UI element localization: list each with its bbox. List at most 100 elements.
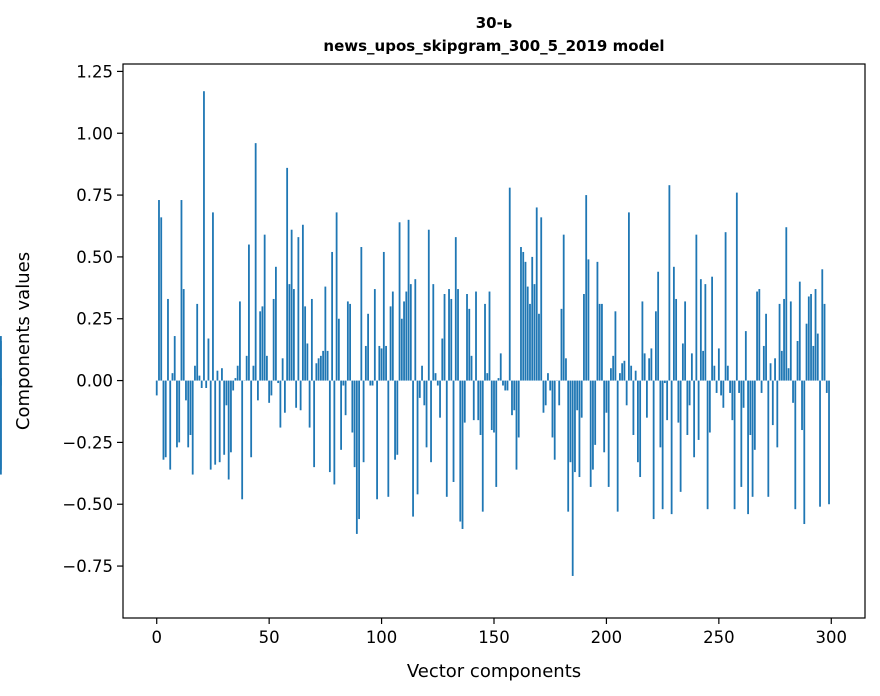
bar-18 (196, 303, 199, 381)
bar-1 (158, 200, 160, 381)
bar-135 (459, 380, 462, 522)
bar-128 (443, 294, 446, 381)
bar-265 (751, 380, 754, 497)
bar-142 (475, 291, 477, 381)
bar-195 (594, 380, 597, 445)
bar-221 (652, 380, 655, 520)
x-tick-label: 250 (703, 628, 735, 647)
bar-112 (407, 219, 410, 381)
bar-114 (412, 380, 414, 517)
bar-245 (706, 380, 709, 510)
bar-31 (225, 380, 228, 406)
bar-41 (248, 244, 250, 381)
bar-123 (432, 284, 435, 381)
bar-60 (290, 229, 293, 381)
bar-77 (328, 380, 331, 473)
bar-219 (648, 358, 651, 381)
bar-191 (585, 195, 588, 381)
bar-160 (515, 380, 518, 470)
bar-32 (227, 380, 230, 480)
bar-53 (275, 266, 277, 381)
bar-57 (283, 380, 286, 413)
bar-119 (423, 380, 426, 406)
bar-164 (524, 261, 527, 381)
bar-210 (628, 212, 630, 381)
bar-81 (337, 318, 340, 381)
x-tick-label: 0 (151, 628, 162, 647)
bar-75 (324, 286, 327, 381)
bar-74 (322, 350, 325, 381)
bar-251 (720, 380, 722, 396)
bar-170 (538, 313, 540, 381)
bar-186 (574, 380, 576, 473)
x-tick-label: 50 (259, 628, 280, 647)
bar-49 (266, 355, 268, 381)
bar-205 (616, 380, 619, 512)
bar-26 (214, 380, 217, 465)
bar-33 (230, 380, 232, 453)
bar-93 (364, 345, 367, 381)
bar-68 (308, 380, 311, 428)
bar-88 (353, 380, 356, 468)
bar-250 (717, 348, 720, 381)
bar-94 (367, 313, 369, 381)
bar-83 (342, 380, 345, 386)
bar-158 (511, 380, 513, 416)
bar-56 (281, 358, 284, 381)
bar-78 (331, 251, 334, 381)
bar-224 (659, 380, 662, 448)
x-tick-label: 200 (591, 628, 623, 647)
bar-283 (792, 380, 794, 403)
bar-72 (317, 358, 320, 381)
bar-290 (807, 296, 810, 381)
bar-9 (176, 380, 178, 448)
bar-36 (236, 365, 239, 381)
bar-222 (654, 311, 657, 381)
bar-193 (589, 380, 592, 487)
bar-299 (828, 380, 830, 505)
bar-0 (155, 380, 158, 396)
bar-82 (340, 380, 342, 450)
bar-59 (288, 284, 291, 381)
bar-254 (726, 365, 729, 381)
bar-261 (742, 380, 745, 408)
bar-8 (173, 336, 176, 381)
bar-120 (425, 380, 428, 448)
bar-287 (801, 380, 803, 431)
bar-196 (596, 261, 599, 381)
bar-139 (468, 308, 471, 381)
bar-23 (207, 338, 210, 381)
bar-165 (526, 286, 529, 381)
bar-174 (547, 373, 549, 381)
bar-242 (699, 279, 702, 381)
bar-86 (349, 303, 351, 381)
bar-116 (416, 380, 419, 495)
y-tick-label: 1.00 (76, 124, 113, 143)
plot-frame (122, 63, 866, 619)
bar-7 (171, 373, 174, 381)
bar-45 (257, 380, 259, 401)
bar-152 (497, 378, 500, 381)
bar-204 (614, 311, 617, 381)
bar-16 (191, 380, 194, 475)
bar-281 (787, 368, 790, 381)
bar-184 (569, 380, 572, 463)
bar-140 (470, 355, 473, 381)
bar-215 (639, 380, 642, 478)
bar-194 (592, 380, 594, 470)
bar-241 (697, 380, 700, 440)
bar-91 (360, 247, 363, 381)
bar-134 (457, 289, 459, 381)
bar-162 (520, 247, 522, 381)
bar-122 (430, 380, 432, 463)
bar-150 (493, 380, 495, 433)
bar-273 (769, 363, 772, 381)
bar-256 (731, 380, 734, 421)
bar-141 (472, 380, 475, 421)
bar-12 (182, 289, 185, 381)
bar-167 (531, 256, 534, 381)
bar-231 (675, 298, 678, 381)
bar-223 (657, 271, 660, 381)
bar-239 (693, 380, 696, 458)
x-tick-label: 300 (816, 628, 848, 647)
